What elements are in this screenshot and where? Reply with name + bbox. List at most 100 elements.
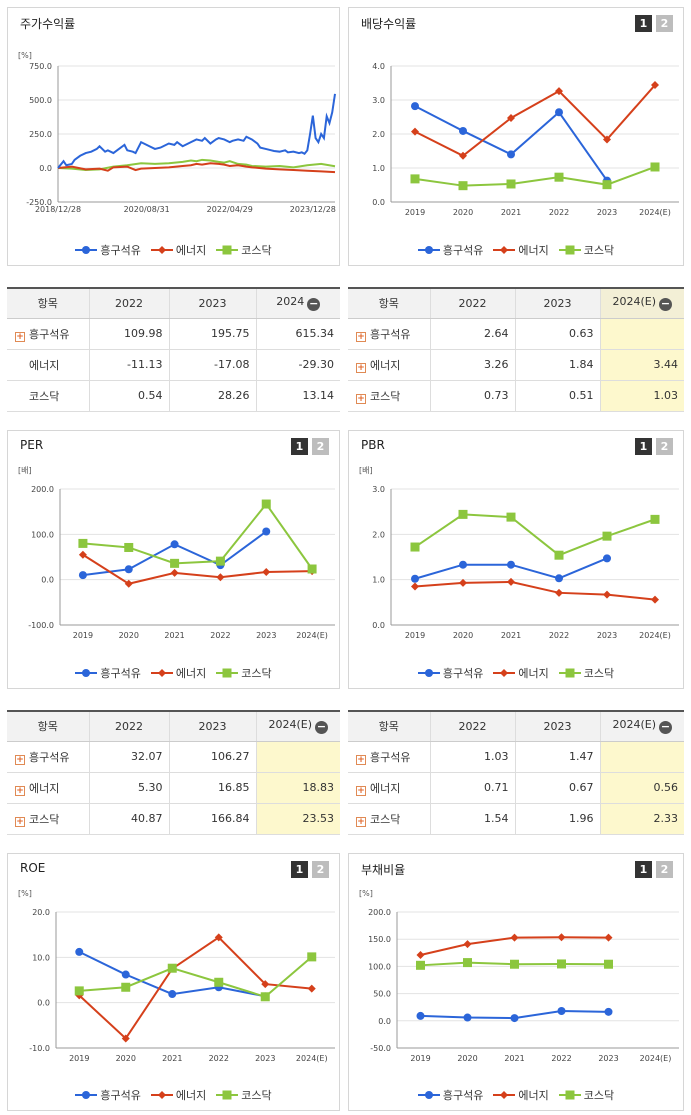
- legend-marker: [565, 668, 575, 678]
- legend-item-energy[interactable]: 에너지: [150, 1087, 206, 1103]
- roe-chart: [%] 20.0 10.0 0.0 -10.0 2019 2020 2021 2022 2023 2…: [18, 889, 335, 1063]
- column-header: 2023: [168, 711, 256, 742]
- legend-item-kosdaq[interactable]: 코스닥: [558, 1087, 614, 1103]
- table-cell: -17.08: [168, 349, 256, 381]
- expand-icon[interactable]: +: [356, 754, 366, 765]
- expand-icon[interactable]: +: [15, 331, 25, 342]
- legend-label: 코스닥: [241, 244, 272, 257]
- data-point-kosdaq: [554, 550, 564, 560]
- x-tick-label: 2020/08/31: [124, 205, 170, 214]
- legend-item-energy[interactable]: 에너지: [493, 1087, 549, 1103]
- legend-label: 에너지: [518, 667, 549, 680]
- column-header: 2024(E) −: [255, 711, 340, 742]
- y-tick-label: 750.0: [29, 62, 52, 71]
- page-button-1[interactable]: 1: [635, 15, 652, 32]
- legend-marker: [424, 669, 433, 677]
- data-point-energy: [411, 582, 419, 591]
- data-point-kosdaq: [78, 538, 88, 548]
- legend-item-heunggu[interactable]: 흥구석유: [75, 1087, 141, 1103]
- expand-icon[interactable]: +: [15, 754, 25, 765]
- legend-marker: [222, 245, 232, 255]
- legend-item-kosdaq[interactable]: 코스닥: [558, 242, 615, 258]
- column-header: 2022: [88, 711, 169, 742]
- x-tick-label: 2022: [549, 208, 569, 217]
- legend-item-kosdaq[interactable]: 코스닥: [558, 665, 614, 681]
- expand-icon[interactable]: +: [15, 785, 25, 796]
- legend-item-energy[interactable]: 에너지: [150, 242, 206, 258]
- page-button-2[interactable]: 2: [656, 15, 673, 32]
- legend-marker: [222, 1090, 232, 1100]
- row-label: + 에너지: [7, 772, 89, 804]
- expand-icon[interactable]: +: [356, 331, 366, 342]
- table-cell: 195.75: [168, 318, 256, 350]
- data-point-energy: [555, 588, 563, 597]
- table-cell: 40.87: [88, 803, 169, 835]
- y-tick-label: 500.0: [29, 96, 52, 105]
- data-point-heunggu: [555, 108, 563, 117]
- y-unit-label: [배]: [359, 466, 373, 475]
- table-row: + 흥구석유 2.64 0.63: [348, 318, 684, 350]
- row-label: + 흥구석유: [348, 741, 430, 773]
- data-point-kosdaq: [121, 982, 131, 992]
- expand-icon[interactable]: +: [356, 393, 366, 404]
- table-cell: 1.84: [514, 349, 600, 381]
- legend-item-kosdaq[interactable]: 코스닥: [216, 665, 272, 681]
- table-row: + 코스닥 1.54 1.96 2.33: [348, 803, 684, 835]
- collapse-icon[interactable]: −: [659, 720, 673, 735]
- page-button-2[interactable]: 2: [312, 438, 329, 455]
- x-tick-label: 2022: [551, 1054, 571, 1063]
- legend-item-heunggu[interactable]: 흥구석유: [417, 665, 483, 681]
- x-tick-label: 2020: [119, 631, 139, 640]
- table-cell: 1.96: [514, 803, 600, 835]
- data-point-kosdaq: [416, 960, 425, 970]
- table-cell: [599, 318, 684, 350]
- legend-label: 코스닥: [241, 667, 272, 680]
- data-point-heunggu: [459, 126, 467, 135]
- data-point-kosdaq: [167, 963, 177, 973]
- data-point-kosdaq: [463, 958, 472, 968]
- page-button-1[interactable]: 1: [291, 438, 308, 455]
- page-button-2[interactable]: 2: [312, 861, 329, 878]
- row-label: 코스닥: [7, 380, 89, 412]
- y-tick-label: 100.0: [31, 530, 54, 539]
- expand-icon[interactable]: +: [356, 362, 366, 373]
- table-row: + 에너지 3.26 1.84 3.44: [348, 349, 684, 381]
- page-button-2[interactable]: 2: [656, 861, 673, 878]
- data-point-kosdaq: [506, 179, 516, 189]
- page-button-1[interactable]: 1: [291, 861, 308, 878]
- legend-item-heunggu[interactable]: 흥구석유: [417, 1087, 483, 1103]
- collapse-icon[interactable]: −: [659, 297, 673, 312]
- x-tick-label: 2022: [549, 631, 569, 640]
- expand-icon[interactable]: +: [15, 816, 25, 827]
- page-button-1[interactable]: 1: [635, 438, 652, 455]
- x-tick-label: 2020: [116, 1054, 136, 1063]
- legend-item-energy[interactable]: 에너지: [150, 665, 206, 681]
- data-point-kosdaq: [261, 499, 271, 509]
- collapse-icon[interactable]: −: [307, 297, 321, 312]
- legend-item-energy[interactable]: 에너지: [493, 665, 549, 681]
- data-point-energy: [459, 578, 467, 587]
- legend-item-energy[interactable]: 에너지: [493, 242, 549, 258]
- legend-label: 코스닥: [583, 244, 615, 257]
- legend-item-heunggu[interactable]: 흥구석유: [75, 242, 141, 258]
- y-tick-label: -250.0: [26, 198, 52, 207]
- expand-icon[interactable]: +: [356, 816, 366, 827]
- x-tick-label: 2020: [457, 1054, 477, 1063]
- collapse-icon[interactable]: −: [315, 720, 329, 735]
- legend-item-heunggu[interactable]: 흥구석유: [417, 242, 483, 258]
- legend-item-kosdaq[interactable]: 코스닥: [216, 242, 272, 258]
- data-point-energy: [261, 980, 270, 989]
- legend-marker: [500, 246, 509, 254]
- data-point-kosdaq: [124, 542, 134, 552]
- page-button-2[interactable]: 2: [656, 438, 673, 455]
- series-line-energy: [78, 936, 312, 1041]
- legend-marker: [424, 1091, 433, 1099]
- expand-icon[interactable]: +: [356, 785, 366, 796]
- legend-item-heunggu[interactable]: 흥구석유: [75, 665, 141, 681]
- legend-marker: [500, 1091, 509, 1099]
- table-row: + 코스닥 0.73 0.51 1.03: [348, 380, 684, 412]
- page-button-1[interactable]: 1: [635, 861, 652, 878]
- data-point-heunggu: [124, 565, 133, 574]
- legend-item-kosdaq[interactable]: 코스닥: [216, 1087, 272, 1103]
